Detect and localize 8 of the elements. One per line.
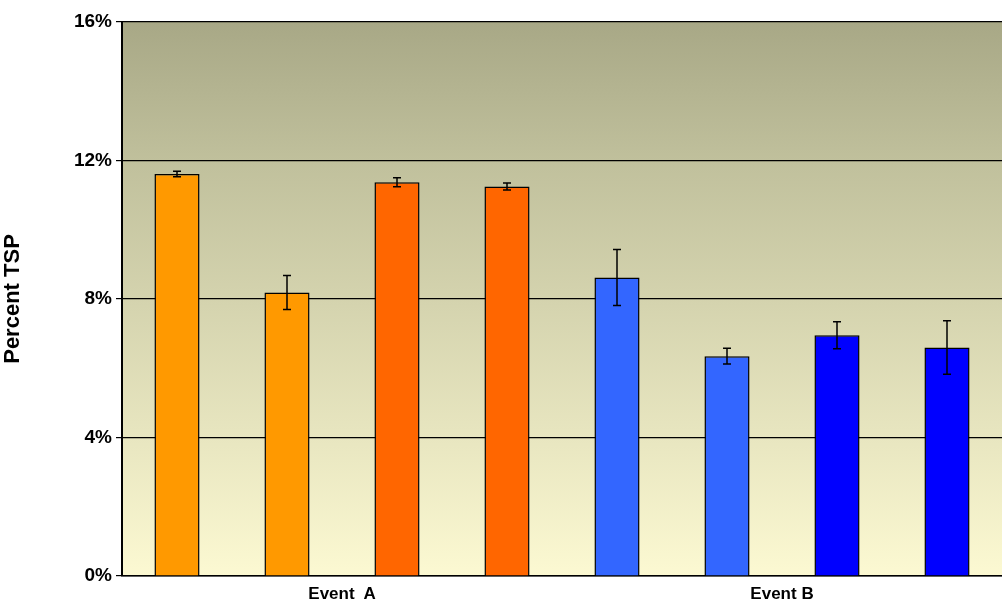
x-tick-label: Event A [308,583,376,603]
y-tick-label: 16% [73,10,113,32]
x-tick-label: Event B [750,583,814,603]
y-tick-label: 8% [84,287,113,309]
y-axis-title: Percent TSP [0,234,25,364]
y-tick-label: 12% [73,148,113,170]
y-tick-label: 0% [84,564,113,586]
y-tick-label: 4% [84,425,113,447]
